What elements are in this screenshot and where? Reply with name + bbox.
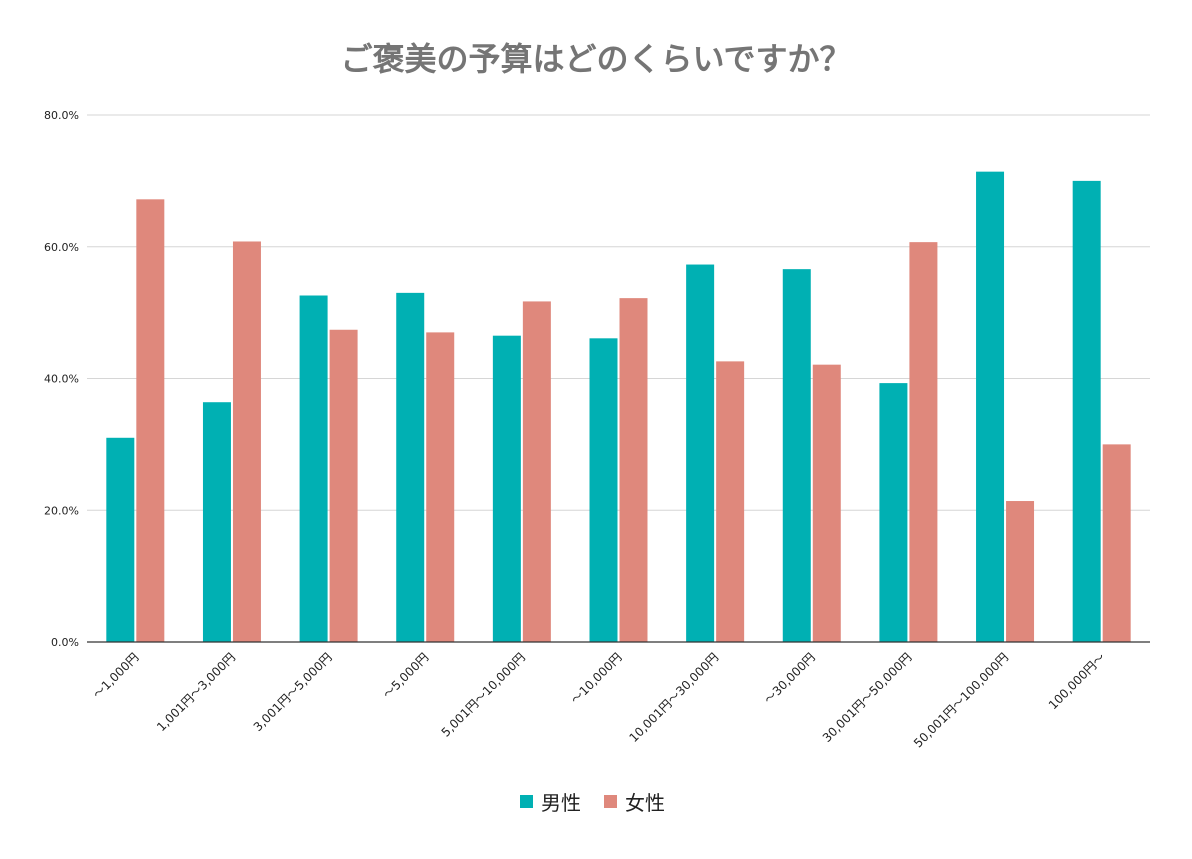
legend: 男性 女性	[520, 791, 665, 815]
bar-male-8	[879, 383, 908, 642]
bar-male-9	[976, 171, 1005, 642]
y-tick-label: 0.0%	[51, 636, 79, 649]
bar-male-2	[299, 295, 328, 642]
legend-swatch-female	[604, 795, 617, 808]
bar-male-3	[396, 292, 425, 642]
bar-male-7	[782, 269, 811, 642]
x-tick-label: 100,000円〜	[1046, 650, 1108, 712]
y-tick-label: 80.0%	[44, 109, 79, 122]
y-tick-label: 20.0%	[44, 504, 79, 517]
bar-female-8	[909, 242, 938, 643]
bar-female-3	[426, 332, 455, 642]
bar-female-6	[716, 361, 745, 642]
bar-female-7	[812, 364, 841, 642]
x-tick-label: 50,001円〜100,000円	[911, 650, 1011, 750]
legend-swatch-male	[520, 795, 533, 808]
chart-title: ご褒美の予算はどのくらいですか？	[340, 40, 851, 78]
bar-male-6	[686, 264, 715, 642]
bar-female-5	[619, 298, 648, 642]
bar-female-4	[522, 301, 551, 642]
grid-layer	[87, 114, 1150, 511]
bar-female-9	[1006, 501, 1035, 642]
x-tick-label: 1,001円〜3,000円	[154, 650, 238, 734]
bars	[106, 171, 1131, 643]
bar-male-10	[1072, 180, 1101, 642]
x-tick-label: 3,001円〜5,000円	[251, 650, 335, 734]
bar-female-2	[329, 329, 358, 642]
x-tick-label: 5,001円〜10,000円	[439, 650, 528, 739]
x-tick-label: 〜30,000円	[761, 650, 818, 707]
bar-male-4	[492, 335, 521, 642]
y-tick-label: 60.0%	[44, 241, 79, 254]
y-axis-ticks: 0.0% 20.0% 40.0% 60.0% 80.0%	[44, 109, 79, 649]
bar-male-1	[202, 402, 231, 642]
bar-male-5	[589, 338, 618, 642]
bar-female-0	[136, 199, 165, 642]
x-tick-label: 〜10,000円	[568, 650, 625, 707]
x-tick-label: 〜1,000円	[90, 650, 141, 701]
legend-label-female: 女性	[625, 791, 665, 815]
x-tick-label: 30,001円〜50,000円	[820, 650, 915, 745]
x-axis-ticks: 〜1,000円 1,001円〜3,000円 3,001円〜5,000円 〜5,000円…	[90, 650, 1108, 750]
x-tick-label: 〜5,000円	[380, 650, 431, 701]
bar-female-1	[232, 241, 261, 643]
bar-male-0	[106, 437, 135, 642]
y-tick-label: 40.0%	[44, 373, 79, 386]
legend-label-male: 男性	[541, 791, 581, 815]
x-tick-label: 10,001円〜30,000円	[627, 650, 722, 745]
bar-female-10	[1102, 444, 1131, 642]
